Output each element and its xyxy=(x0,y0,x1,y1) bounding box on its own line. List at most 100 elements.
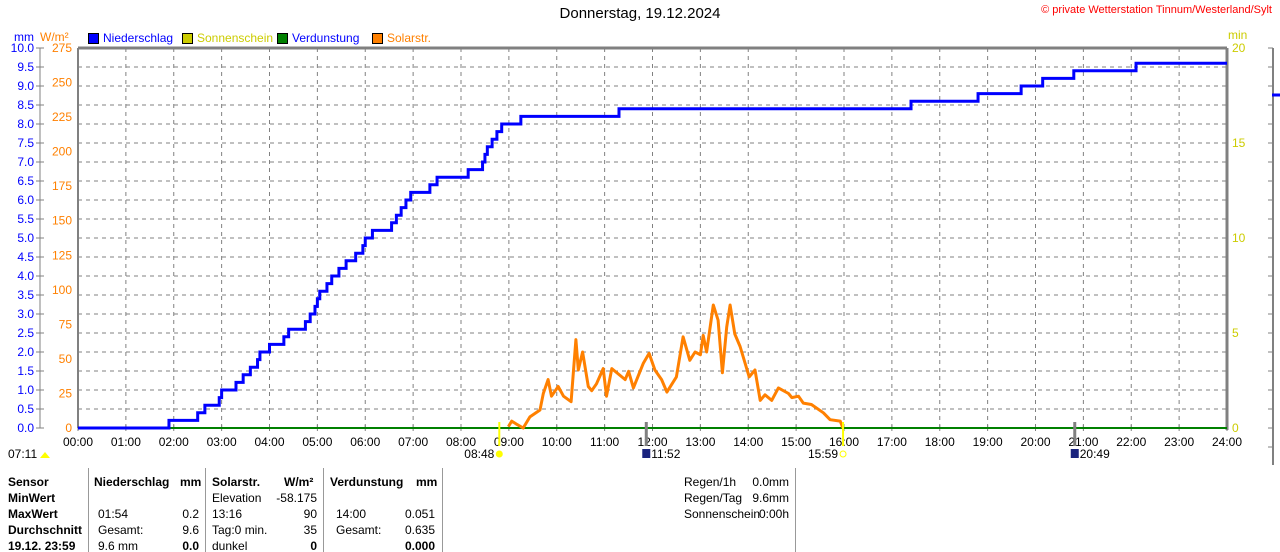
legend-swatch xyxy=(182,32,193,44)
y-tick-mm: 9.0 xyxy=(17,79,34,93)
sunset-icon xyxy=(839,450,847,458)
y-tick-mm: 7.0 xyxy=(17,155,34,169)
y-tick-min: 10 xyxy=(1232,231,1246,245)
solar-value: -58.175 xyxy=(276,491,317,505)
x-tick-label: 18:00 xyxy=(925,435,955,449)
copyright: © private Wetterstation Tinnum/Westerlan… xyxy=(1041,4,1272,16)
solar-time: dunkel xyxy=(212,539,248,552)
chart-title: Donnerstag, 19.12.2024 xyxy=(559,5,721,22)
x-tick-label: 15:00 xyxy=(781,435,811,449)
y-tick-wm2: 275 xyxy=(52,41,72,55)
niederschlag-time: Gesamt: xyxy=(98,523,144,537)
y-tick-min: 5 xyxy=(1232,326,1239,340)
y-tick-wm2: 175 xyxy=(52,179,72,193)
solar-value: 0 xyxy=(310,539,317,552)
legend-label: Solarstr. xyxy=(387,31,432,45)
x-tick-label: 01:00 xyxy=(111,435,141,449)
moon-icon xyxy=(642,449,651,458)
divider xyxy=(442,468,443,552)
y-tick-wm2: 25 xyxy=(59,386,73,400)
x-tick-label: 23:00 xyxy=(1164,435,1194,449)
series-niederschlag xyxy=(78,61,1227,430)
solar-value: 90 xyxy=(303,507,317,521)
header-sensor: Sensor xyxy=(8,475,49,489)
x-tick-label: 16:00 xyxy=(829,435,859,449)
y-tick-min: 20 xyxy=(1232,41,1246,55)
row-label: MinWert xyxy=(8,491,56,505)
niederschlag-value: 0.0 xyxy=(182,539,199,552)
niederschlag-value: 0.2 xyxy=(182,507,199,521)
y-tick-wm2: 75 xyxy=(59,317,73,331)
solar-time: Tag:0 min. xyxy=(212,523,268,537)
chart-svg: mm W/m² min 0.0 0.5 1.0 1.5 2.0 2.5 3.0 3.5 4.0 4.5 5… xyxy=(8,28,1280,465)
x-tick-label: 00:00 xyxy=(63,435,93,449)
row-label: Durchschnitt xyxy=(8,523,83,537)
y-tick-mm: 8.0 xyxy=(17,117,34,131)
axis-label-mm: mm xyxy=(14,30,34,44)
y-tick-mm: 6.0 xyxy=(17,193,34,207)
y-tick-mm: 5.5 xyxy=(17,212,34,226)
legend-sonnenschein: Sonnenschein xyxy=(182,31,273,45)
legend-verdunstung: Verdunstung xyxy=(277,31,359,45)
x-tick-label: 09:00 xyxy=(494,435,524,449)
y-tick-min: 15 xyxy=(1232,136,1246,150)
y-tick-wm2: 125 xyxy=(52,248,72,262)
legend-label: Sonnenschein xyxy=(197,31,274,45)
y-tick-min: 0 xyxy=(1232,421,1239,435)
x-tick-label: 06:00 xyxy=(350,435,380,449)
divider xyxy=(88,468,89,552)
marker-label: 15:59 xyxy=(808,447,838,461)
verdunstung-time: 14:00 xyxy=(336,507,367,521)
x-tick-label: 08:00 xyxy=(446,435,476,449)
verdunstung-value: 0.635 xyxy=(404,523,435,537)
legend-swatch xyxy=(277,32,288,44)
verdunstung-value: 0.051 xyxy=(404,507,435,521)
x-tick-label: 19:00 xyxy=(973,435,1003,449)
divider xyxy=(205,468,206,552)
x-tick-label: 05:00 xyxy=(302,435,332,449)
summary-label: Regen/1h xyxy=(684,475,737,489)
x-tick-label: 20:00 xyxy=(1020,435,1050,449)
header-unit: W/m² xyxy=(284,475,314,489)
y-tick-wm2: 150 xyxy=(52,214,72,228)
marker-label: 08:48 xyxy=(464,447,494,461)
y-tick-mm: 10.0 xyxy=(11,41,35,55)
summary-label: Regen/Tag xyxy=(684,491,743,505)
legend-label: Verdunstung xyxy=(292,31,360,45)
y-tick-mm: 1.0 xyxy=(17,383,34,397)
y-tick-wm2: 100 xyxy=(52,283,72,297)
y-tick-mm: 7.5 xyxy=(17,136,34,150)
y-tick-mm: 2.5 xyxy=(17,326,34,340)
y-tick-wm2: 225 xyxy=(52,110,72,124)
summary-value: 0.0mm xyxy=(752,475,789,489)
x-tick-label: 13:00 xyxy=(685,435,715,449)
solar-time: Elevation xyxy=(212,491,262,505)
marker-label: 07:11 xyxy=(8,447,37,461)
x-tick-label: 14:00 xyxy=(733,435,763,449)
y-tick-mm: 0.5 xyxy=(17,402,34,416)
x-tick-label: 24:00 xyxy=(1212,435,1242,449)
marker-label: 11:52 xyxy=(651,447,680,461)
header-niederschlag: Niederschlag xyxy=(94,475,170,489)
y-tick-mm: 1.5 xyxy=(17,364,34,378)
x-tick-label: 03:00 xyxy=(207,435,237,449)
y-tick-mm: 5.0 xyxy=(17,231,34,245)
axis-label-min: min xyxy=(1228,28,1247,42)
x-tick-label: 02:00 xyxy=(159,435,189,449)
y-tick-mm: 3.0 xyxy=(17,307,34,321)
legend-niederschlag: Niederschlag xyxy=(88,31,173,45)
row-label: 19.12. 23:59 xyxy=(8,539,76,552)
header-verdunstung: Verdunstung xyxy=(330,475,404,489)
divider xyxy=(323,468,324,552)
x-tick-label: 11:00 xyxy=(590,435,619,449)
header-solar: Solarstr. xyxy=(212,475,261,489)
x-tick-label: 17:00 xyxy=(877,435,907,449)
legend-swatch xyxy=(372,32,383,44)
x-tick-label: 22:00 xyxy=(1116,435,1146,449)
y-tick-mm: 0.0 xyxy=(17,421,34,435)
row-label: MaxWert xyxy=(8,507,58,521)
y-tick-mm: 4.5 xyxy=(17,250,34,264)
summary-value: 0:00h xyxy=(758,507,789,521)
y-tick-mm: 2.0 xyxy=(17,345,34,359)
